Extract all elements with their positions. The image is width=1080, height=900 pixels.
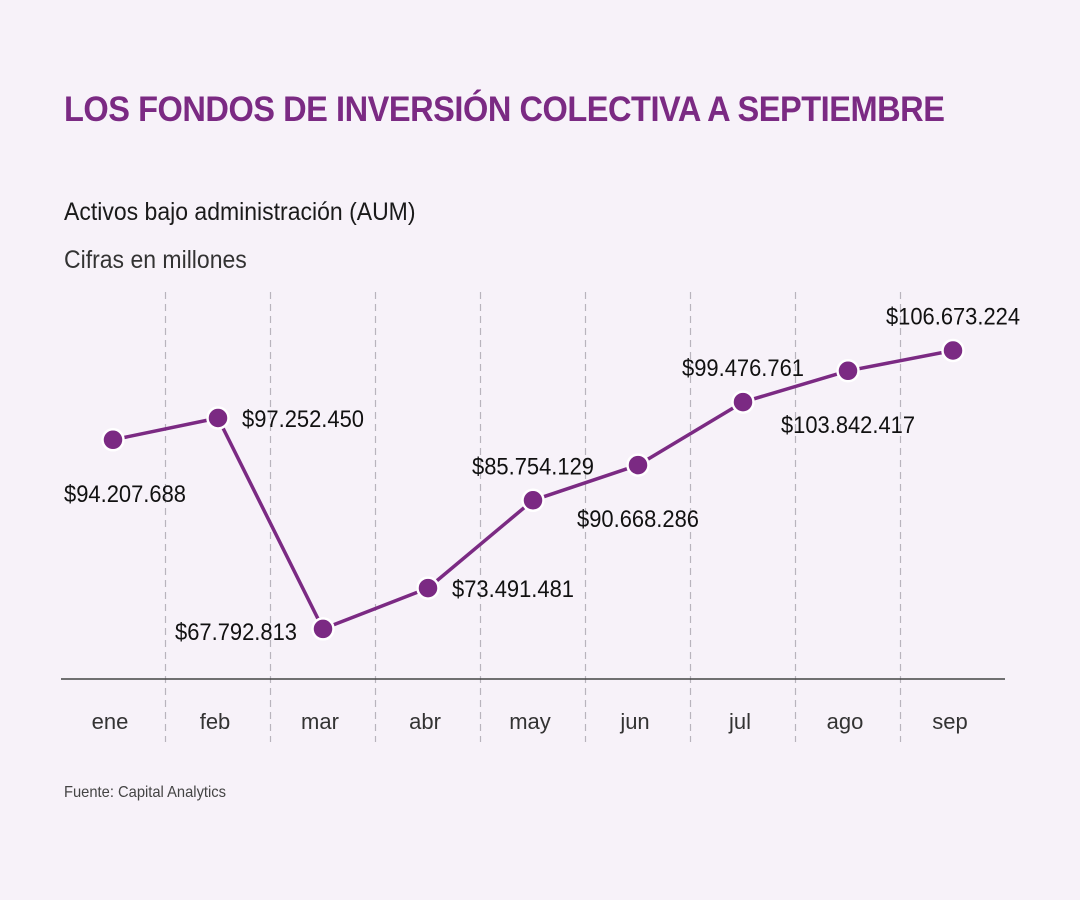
data-label-ene: $94.207.688 (64, 481, 186, 508)
data-label-mar: $67.792.813 (175, 619, 297, 646)
grid-lines (164, 292, 902, 742)
data-point-mar (311, 617, 335, 641)
data-point-jul (731, 390, 755, 414)
x-tick-labels: ene feb mar abr may jun jul ago sep (92, 709, 968, 734)
units-note: Cifras en millones (64, 246, 247, 274)
data-point-may (521, 488, 545, 513)
x-tick-label-ene: ene (92, 709, 129, 734)
data-point-ene (101, 428, 125, 452)
x-tick-label-abr: abr (409, 709, 441, 734)
x-tick-label-jul: jul (728, 709, 751, 734)
chart-subtitle: Activos bajo administración (AUM) (64, 198, 416, 226)
x-tick-label-sep: sep (932, 709, 967, 734)
data-point-abr (416, 576, 440, 600)
data-point-feb (206, 406, 230, 430)
data-point-jun (626, 453, 650, 477)
x-tick-label-mar: mar (301, 709, 339, 734)
x-tick-label-feb: feb (200, 709, 231, 734)
data-label-feb: $97.252.450 (242, 406, 364, 433)
data-point-ago (836, 359, 860, 383)
data-label-abr: $73.491.481 (452, 576, 574, 603)
chart-title: LOS FONDOS DE INVERSIÓN COLECTIVA A SEPT… (64, 90, 945, 129)
data-label-ago: $103.842.417 (781, 412, 915, 439)
x-tick-label-may: may (509, 709, 551, 734)
x-tick-label-ago: ago (827, 709, 864, 734)
data-point-sep (941, 338, 965, 363)
data-label-jul: $99.476.761 (682, 355, 804, 382)
data-label-may: $85.754.129 (472, 453, 594, 480)
x-tick-label-jun: jun (619, 709, 649, 734)
data-label-jun: $90.668.286 (577, 506, 699, 533)
data-labels: $94.207.688 $97.252.450 $67.792.813 $73.491… (64, 304, 1020, 646)
source-note: Fuente: Capital Analytics (64, 784, 227, 801)
data-points (101, 338, 965, 641)
data-label-sep: $106.673.224 (886, 304, 1020, 331)
